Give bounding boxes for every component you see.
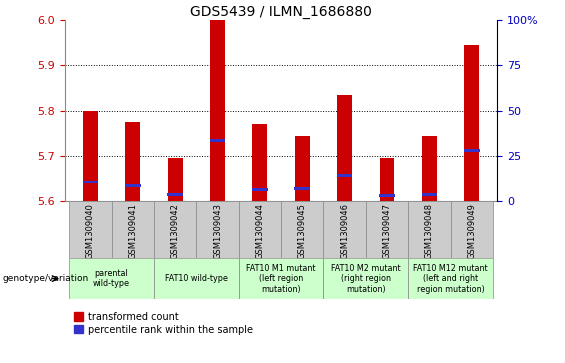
Bar: [197, 201, 238, 258]
Bar: [408, 201, 451, 258]
Bar: [281, 201, 323, 258]
Bar: [408, 258, 493, 299]
Text: FAT10 M1 mutant
(left region
mutation): FAT10 M1 mutant (left region mutation): [246, 264, 316, 294]
Text: GSM1309042: GSM1309042: [171, 203, 180, 259]
Bar: [69, 258, 154, 299]
Bar: [125, 122, 140, 201]
Bar: [238, 201, 281, 258]
Text: FAT10 M2 mutant
(right region
mutation): FAT10 M2 mutant (right region mutation): [331, 264, 401, 294]
Bar: [464, 45, 479, 201]
Bar: [83, 111, 98, 201]
Bar: [167, 193, 183, 196]
Bar: [421, 193, 437, 196]
Legend: transformed count, percentile rank within the sample: transformed count, percentile rank withi…: [70, 308, 257, 339]
Bar: [337, 174, 353, 177]
Text: GSM1309043: GSM1309043: [213, 203, 222, 259]
Bar: [252, 188, 268, 191]
Bar: [464, 149, 480, 152]
Bar: [82, 181, 98, 183]
Bar: [69, 201, 112, 258]
Bar: [294, 187, 310, 190]
Bar: [422, 136, 437, 201]
Bar: [380, 158, 394, 201]
Bar: [112, 201, 154, 258]
Text: genotype/variation: genotype/variation: [3, 274, 89, 283]
Bar: [366, 201, 408, 258]
Bar: [154, 258, 238, 299]
Text: parental
wild-type: parental wild-type: [93, 269, 130, 288]
Text: FAT10 wild-type: FAT10 wild-type: [165, 274, 228, 283]
Title: GDS5439 / ILMN_1686880: GDS5439 / ILMN_1686880: [190, 5, 372, 19]
Bar: [451, 201, 493, 258]
Bar: [125, 184, 141, 187]
Bar: [323, 201, 366, 258]
Text: GSM1309048: GSM1309048: [425, 203, 434, 259]
Text: FAT10 M12 mutant
(left and right
region mutation): FAT10 M12 mutant (left and right region …: [413, 264, 488, 294]
Bar: [210, 20, 225, 201]
Text: GSM1309047: GSM1309047: [383, 203, 392, 259]
Bar: [210, 139, 225, 142]
Text: GSM1309045: GSM1309045: [298, 203, 307, 259]
Bar: [154, 201, 197, 258]
Text: GSM1309040: GSM1309040: [86, 203, 95, 259]
Text: GSM1309049: GSM1309049: [467, 203, 476, 259]
Bar: [295, 136, 310, 201]
Bar: [337, 95, 352, 201]
Bar: [238, 258, 323, 299]
Text: GSM1309044: GSM1309044: [255, 203, 264, 259]
Bar: [253, 125, 267, 201]
Bar: [168, 158, 182, 201]
Bar: [379, 194, 395, 197]
Text: GSM1309046: GSM1309046: [340, 203, 349, 259]
Bar: [323, 258, 408, 299]
Text: GSM1309041: GSM1309041: [128, 203, 137, 259]
